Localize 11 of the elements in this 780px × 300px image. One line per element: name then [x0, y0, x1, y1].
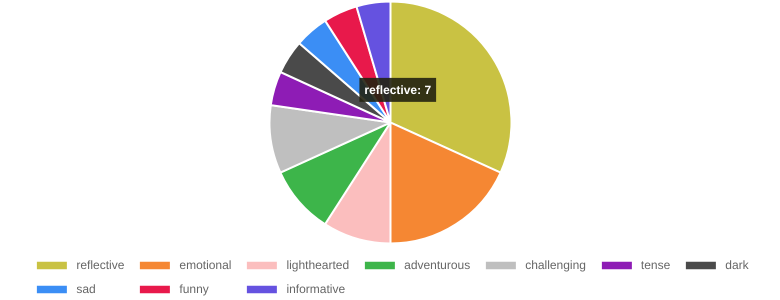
legend-label: tense	[640, 258, 670, 272]
legend-label: challenging	[525, 258, 586, 272]
legend-label: adventurous	[404, 258, 470, 272]
legend-label: dark	[725, 258, 749, 272]
legend-label: informative	[286, 282, 346, 296]
text: reflective: 7	[364, 82, 432, 97]
legend-label: funny	[179, 282, 209, 296]
legend-label: lighthearted	[286, 258, 350, 272]
legend-label: emotional	[179, 258, 232, 272]
legend-label: reflective	[76, 258, 124, 272]
legend-label: sad	[76, 282, 96, 296]
